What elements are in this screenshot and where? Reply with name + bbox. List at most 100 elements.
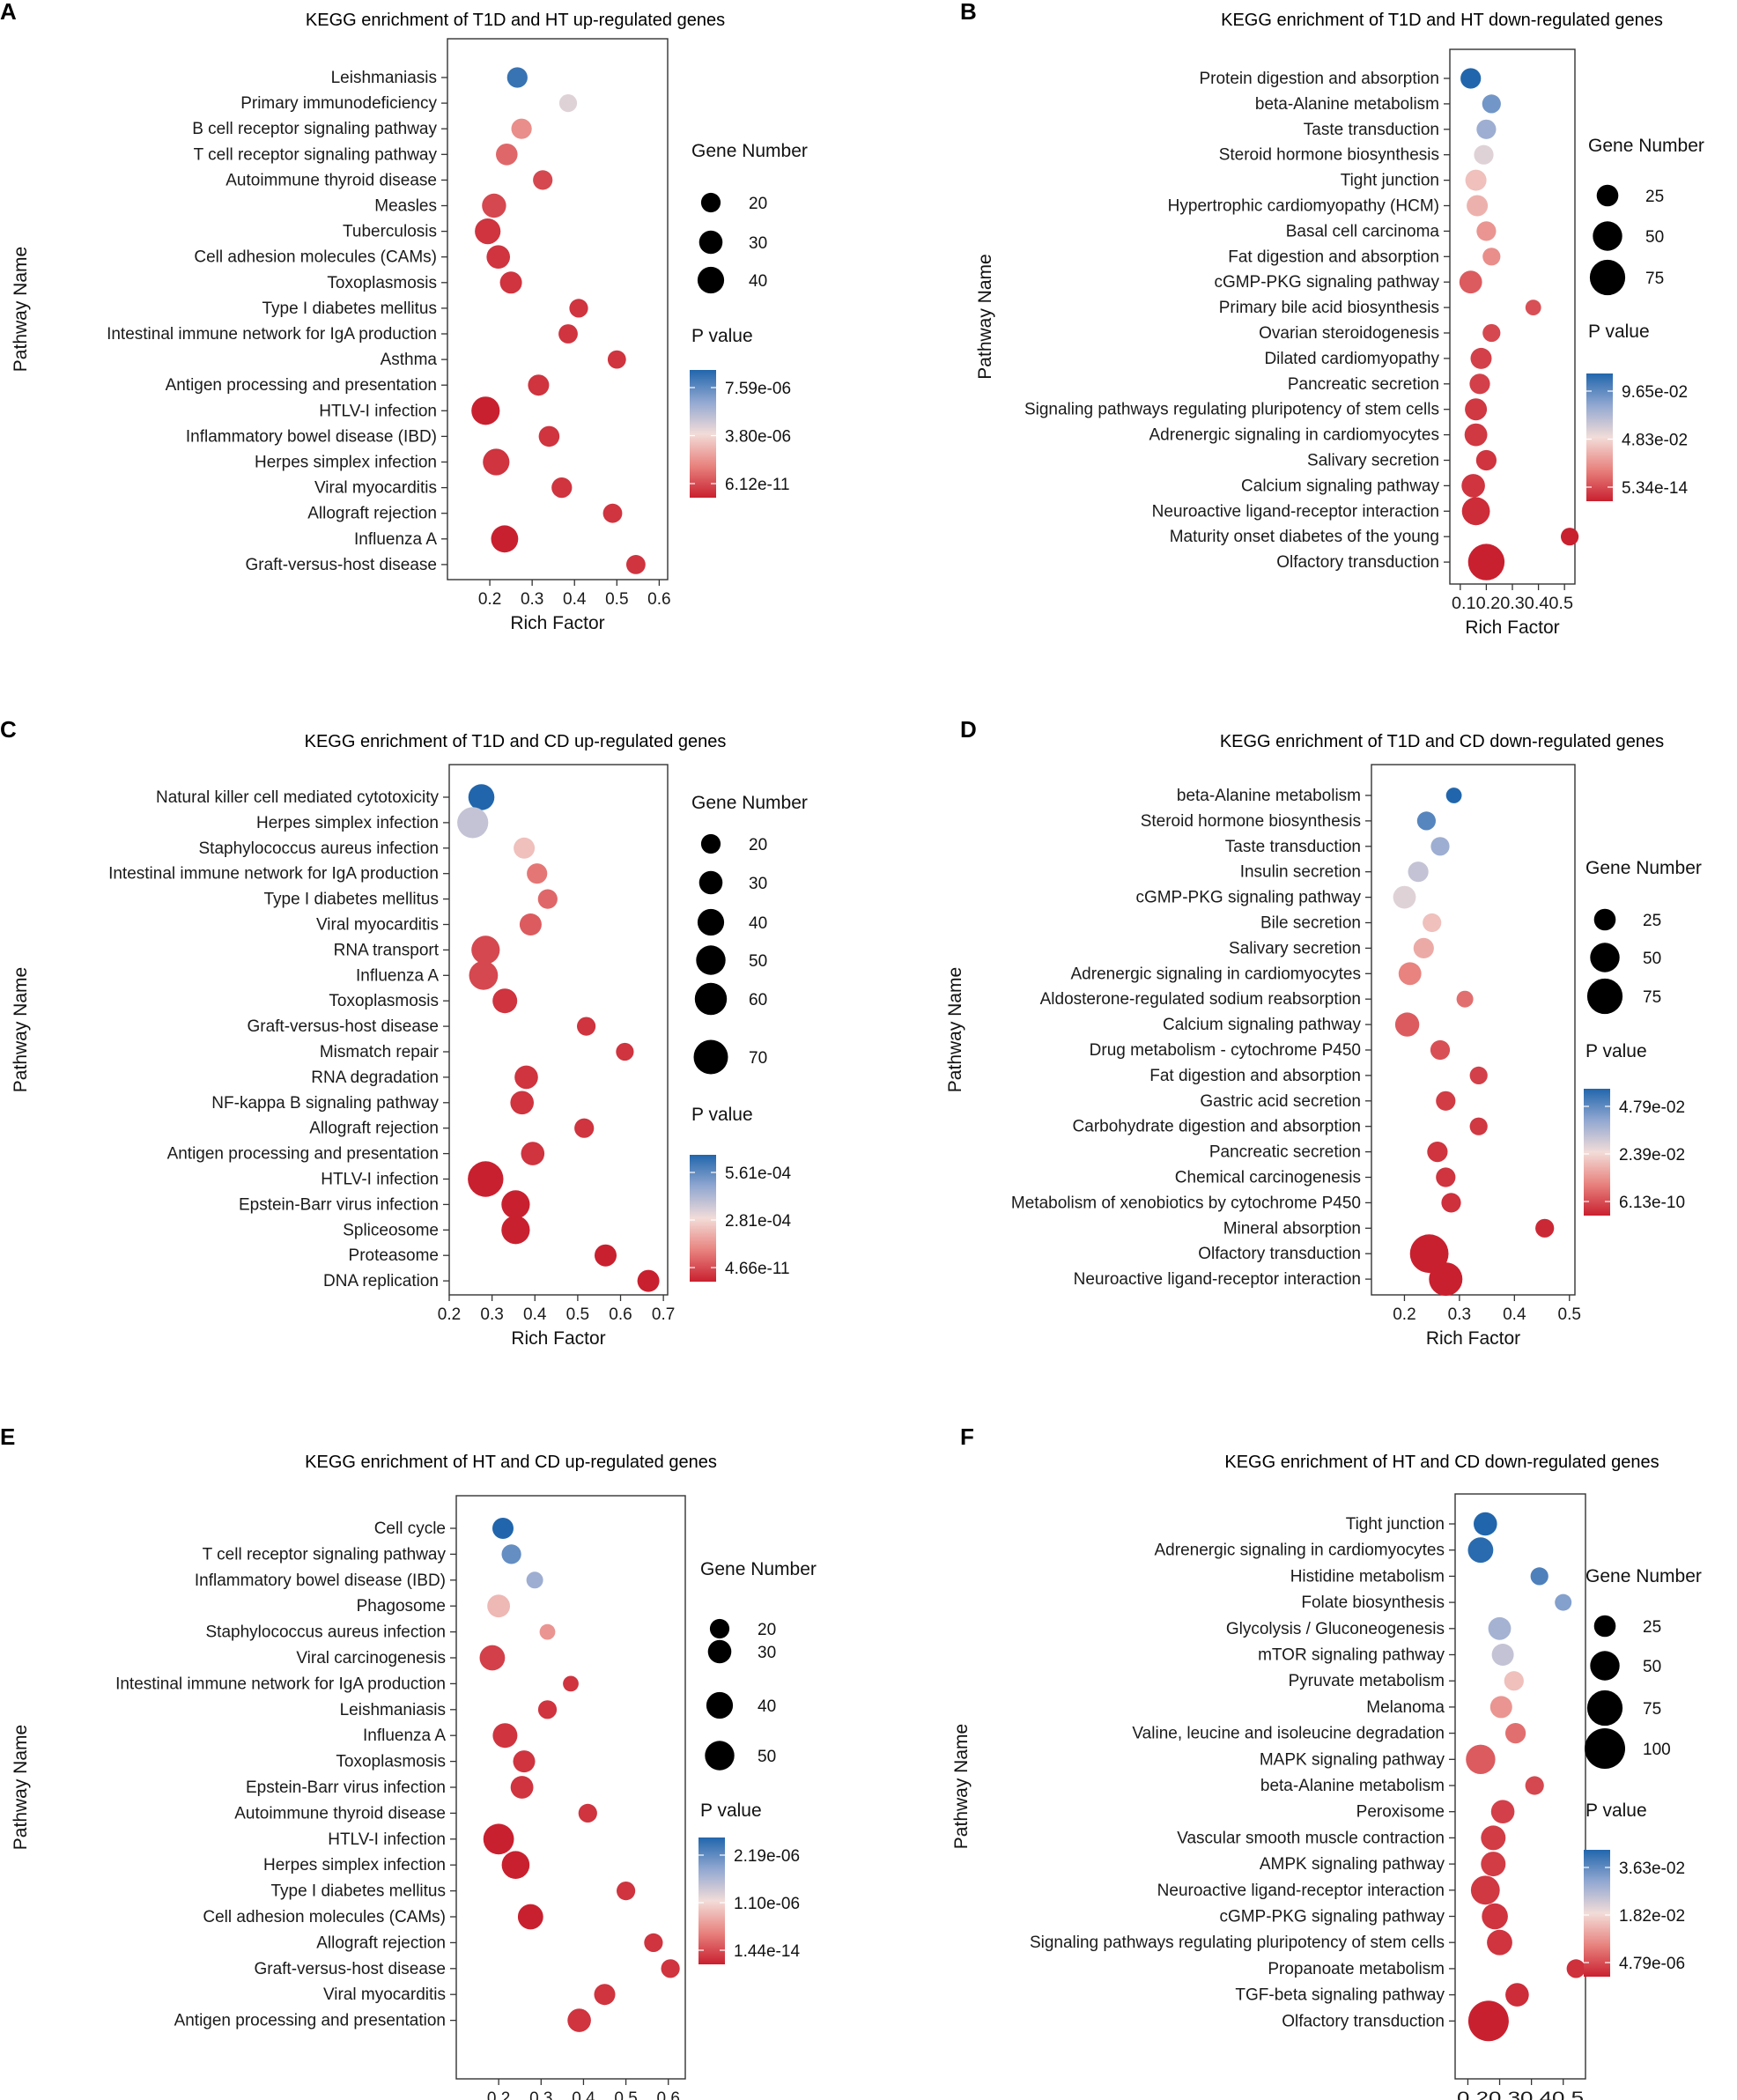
pathway-label: Melanoma xyxy=(1366,1698,1445,1717)
data-point xyxy=(1445,788,1462,803)
data-point xyxy=(578,1803,597,1823)
pathway-label: Staphylococcus aureus infection xyxy=(199,839,440,858)
x-tick-label: 0.3 xyxy=(521,590,543,609)
pathway-label: Graft-versus-host disease xyxy=(245,556,437,574)
y-axis-title: Pathway Name xyxy=(951,1724,972,1849)
panel-letter-d: D xyxy=(960,716,977,743)
size-legend-title: Gene Number xyxy=(1585,1566,1702,1586)
data-point xyxy=(602,503,623,523)
pathway-label: AMPK signaling pathway xyxy=(1260,1855,1445,1874)
data-point xyxy=(457,807,489,839)
pathway-label: Antigen processing and presentation xyxy=(166,376,437,395)
pathway-label: Gastric acid secretion xyxy=(1200,1092,1361,1111)
color-legend-label: 7.59e-06 xyxy=(725,380,791,398)
pathway-label: Carbohydrate digestion and absorption xyxy=(1073,1118,1361,1136)
panel-b: B KEGG enrichment of T1D and HT down-reg… xyxy=(960,0,1704,638)
data-point xyxy=(510,1776,534,1799)
pathway-label: Propanoate metabolism xyxy=(1268,1960,1445,1978)
size-legend-dot xyxy=(709,1618,730,1639)
size-legend-label: 100 xyxy=(1643,1741,1671,1759)
pathway-label: Intestinal immune network for IgA produc… xyxy=(115,1675,446,1693)
data-point xyxy=(471,935,500,965)
size-legend-label: 25 xyxy=(1643,1618,1661,1637)
data-point xyxy=(1490,1800,1515,1823)
data-point xyxy=(1427,1142,1448,1163)
data-point xyxy=(1481,1825,1506,1851)
data-point xyxy=(501,1216,530,1245)
size-legend-label: 75 xyxy=(1645,270,1664,288)
pathway-label: Maturity onset diabetes of the young xyxy=(1170,528,1439,546)
pathway-label: Mismatch repair xyxy=(320,1043,440,1061)
plot-frame xyxy=(447,38,669,580)
pathway-label: MAPK signaling pathway xyxy=(1260,1750,1445,1769)
pathway-label: Adrenergic signaling in cardiomyocytes xyxy=(1071,965,1362,983)
x-tick-label: 0.4 xyxy=(1503,1305,1526,1324)
data-point xyxy=(567,2008,591,2032)
data-point xyxy=(1481,1852,1506,1877)
data-point xyxy=(1474,1512,1497,1536)
pathway-label: Glycolysis / Gluconeogenesis xyxy=(1226,1620,1445,1638)
data-point xyxy=(538,425,560,447)
pathway-label: Signaling pathways regulating pluripoten… xyxy=(1024,401,1439,419)
pathway-label: beta-Alanine metabolism xyxy=(1177,787,1361,805)
pathway-label: Viral myocarditis xyxy=(316,916,439,935)
pathway-label: Influenza A xyxy=(363,1727,446,1745)
data-point xyxy=(486,245,510,270)
y-axis-title: Pathway Name xyxy=(945,967,965,1092)
pathway-label: Spliceosome xyxy=(343,1221,439,1239)
panel-letter-a: A xyxy=(0,0,17,25)
pathway-label: Pyruvate metabolism xyxy=(1289,1672,1445,1690)
x-tick-label: 0.7 xyxy=(652,1305,675,1324)
pathway-label: Type I diabetes mellitus xyxy=(262,299,437,318)
size-legend-dot xyxy=(700,833,721,854)
color-legend-title: P value xyxy=(1588,322,1650,342)
data-point xyxy=(1429,1262,1463,1297)
pathway-label: Histidine metabolism xyxy=(1290,1567,1445,1586)
data-point xyxy=(1465,169,1487,191)
data-point xyxy=(482,193,506,218)
pathway-label: Basal cell carcinoma xyxy=(1286,222,1440,240)
pathway-label: Viral myocarditis xyxy=(323,1985,446,2004)
data-point xyxy=(595,1244,617,1267)
pathway-label: RNA degradation xyxy=(311,1068,439,1087)
pathway-label: Influenza A xyxy=(356,966,439,985)
data-point xyxy=(1467,2000,1509,2042)
size-legend-dot xyxy=(1593,908,1616,931)
pathway-label: Cell adhesion molecules (CAMs) xyxy=(194,248,437,267)
color-legend-label: 3.80e-06 xyxy=(725,428,791,447)
chart-title: KEGG enrichment of T1D and CD down-regul… xyxy=(1220,732,1664,751)
data-point xyxy=(537,1700,558,1719)
size-legend-label: 40 xyxy=(749,914,767,933)
chart-title: KEGG enrichment of HT and CD down-regula… xyxy=(1224,1453,1659,1472)
pathway-label: Taste transduction xyxy=(1304,121,1439,139)
data-point xyxy=(469,960,499,990)
pathway-label: T cell receptor signaling pathway xyxy=(194,145,438,164)
data-point xyxy=(1489,1696,1512,1719)
color-legend-label: 6.13e-10 xyxy=(1619,1194,1685,1212)
data-point xyxy=(483,448,510,476)
pathway-label: Pancreatic secretion xyxy=(1288,375,1439,394)
color-legend-label: 4.79e-02 xyxy=(1619,1098,1685,1117)
data-point xyxy=(1470,1875,1500,1905)
pathway-label: cGMP-PKG signaling pathway xyxy=(1219,1908,1445,1926)
data-point xyxy=(558,324,578,344)
data-point xyxy=(1488,1616,1512,1640)
color-legend-label: 1.10e-06 xyxy=(734,1895,800,1913)
pathway-label: Leishmaniasis xyxy=(340,1701,446,1719)
pathway-label: Valine, leucine and isoleucine degradati… xyxy=(1132,1725,1445,1743)
chart-title: KEGG enrichment of T1D and HT up-regulat… xyxy=(306,11,725,30)
pathway-label: Natural killer cell mediated cytotoxicit… xyxy=(156,788,440,807)
pathway-label: Neuroactive ligand-receptor interaction xyxy=(1152,502,1439,521)
color-legend-bar xyxy=(1586,373,1613,501)
pathway-label: cGMP-PKG signaling pathway xyxy=(1135,889,1361,907)
size-legend-title: Gene Number xyxy=(1588,136,1704,156)
size-legend-label: 40 xyxy=(749,272,767,291)
size-legend-label: 40 xyxy=(758,1697,776,1716)
data-point xyxy=(569,299,588,318)
color-legend-bar xyxy=(690,1155,716,1282)
pathway-label: Bile secretion xyxy=(1260,914,1361,933)
data-point xyxy=(501,1851,530,1879)
pathway-label: Olfactory transduction xyxy=(1198,1245,1361,1263)
chart-title: KEGG enrichment of HT and CD up-regulate… xyxy=(305,1453,717,1472)
pathway-label: Phagosome xyxy=(357,1597,446,1616)
